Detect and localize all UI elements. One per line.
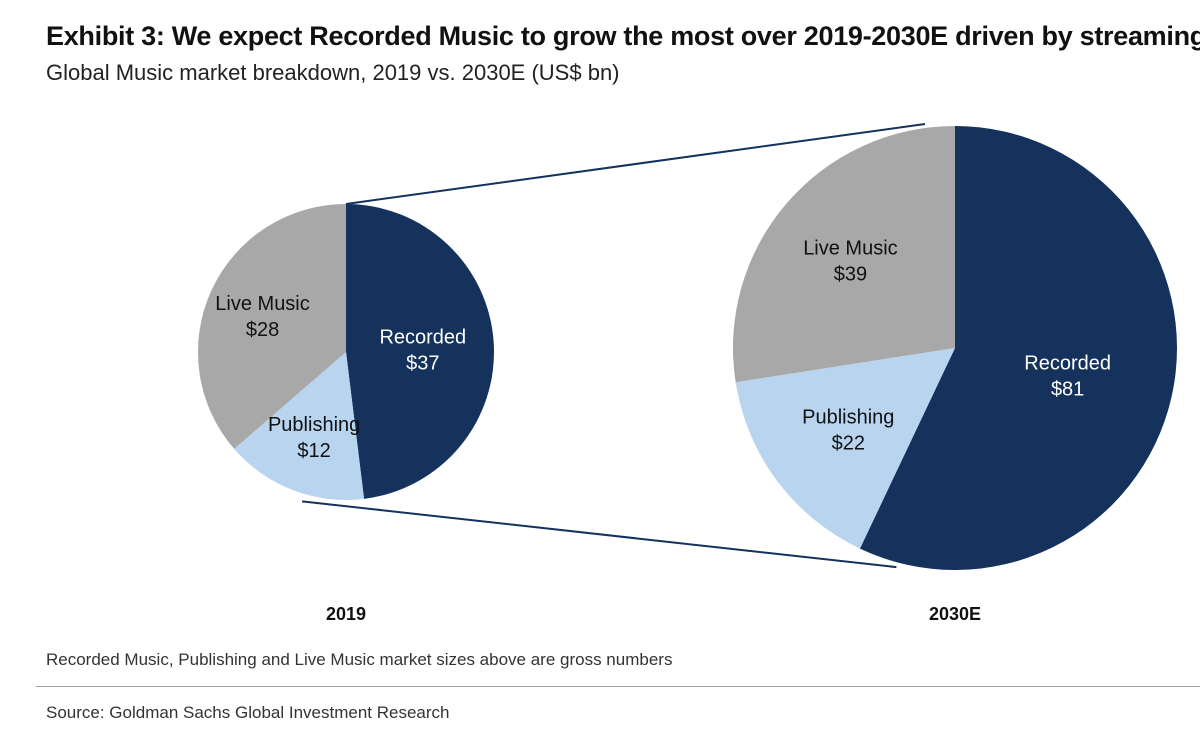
pie-2019-value-recorded: $37 bbox=[406, 352, 439, 374]
slice-labels: Recorded $37 Publishing $12 Live Music $28 Rec… bbox=[215, 237, 1111, 461]
footnote: Recorded Music, Publishing and Live Musi… bbox=[46, 650, 673, 669]
pie-2030E-value-live: $39 bbox=[834, 263, 867, 285]
chart-title: Exhibit 3: We expect Recorded Music to g… bbox=[46, 21, 1200, 51]
connector-top bbox=[345, 123, 926, 205]
pies-group bbox=[198, 126, 1177, 570]
year-label-2030E: 2030E bbox=[929, 604, 981, 624]
pie-2030E-value-publishing: $22 bbox=[832, 433, 865, 455]
pie-2030E-value-recorded: $81 bbox=[1051, 378, 1084, 400]
pie-2030E-label-publishing: Publishing bbox=[802, 407, 894, 429]
year-label-2019: 2019 bbox=[326, 604, 366, 624]
pie-2019-label-publishing: Publishing bbox=[268, 414, 360, 436]
pie-2030E-label-recorded: Recorded bbox=[1024, 352, 1111, 374]
pie-2019-value-live: $28 bbox=[246, 319, 279, 341]
pie-2019-value-publishing: $12 bbox=[297, 440, 330, 462]
chart-subtitle: Global Music market breakdown, 2019 vs. … bbox=[46, 60, 620, 85]
pie-2019-label-recorded: Recorded bbox=[379, 326, 466, 348]
pie-2030E-slice-publishing bbox=[735, 348, 955, 549]
year-labels: 2019 2030E bbox=[326, 604, 981, 624]
pie-2019-slice-recorded bbox=[346, 204, 494, 499]
pie-charts: Recorded $37 Publishing $12 Live Music $28 Rec… bbox=[198, 123, 1177, 624]
pie-2019-label-live: Live Music bbox=[215, 293, 309, 315]
pie-2030E-slice-recorded bbox=[859, 126, 1177, 570]
pie-2030E-slice-live bbox=[733, 126, 955, 383]
connector-lines bbox=[301, 123, 926, 569]
divider bbox=[36, 686, 1200, 687]
source-note: Source: Goldman Sachs Global Investment … bbox=[46, 703, 450, 722]
connector-bottom bbox=[301, 500, 897, 569]
pie-2019-slice-live bbox=[198, 204, 346, 449]
pie-2030E-label-live: Live Music bbox=[803, 237, 897, 259]
pie-2019-slice-publishing bbox=[234, 352, 365, 500]
